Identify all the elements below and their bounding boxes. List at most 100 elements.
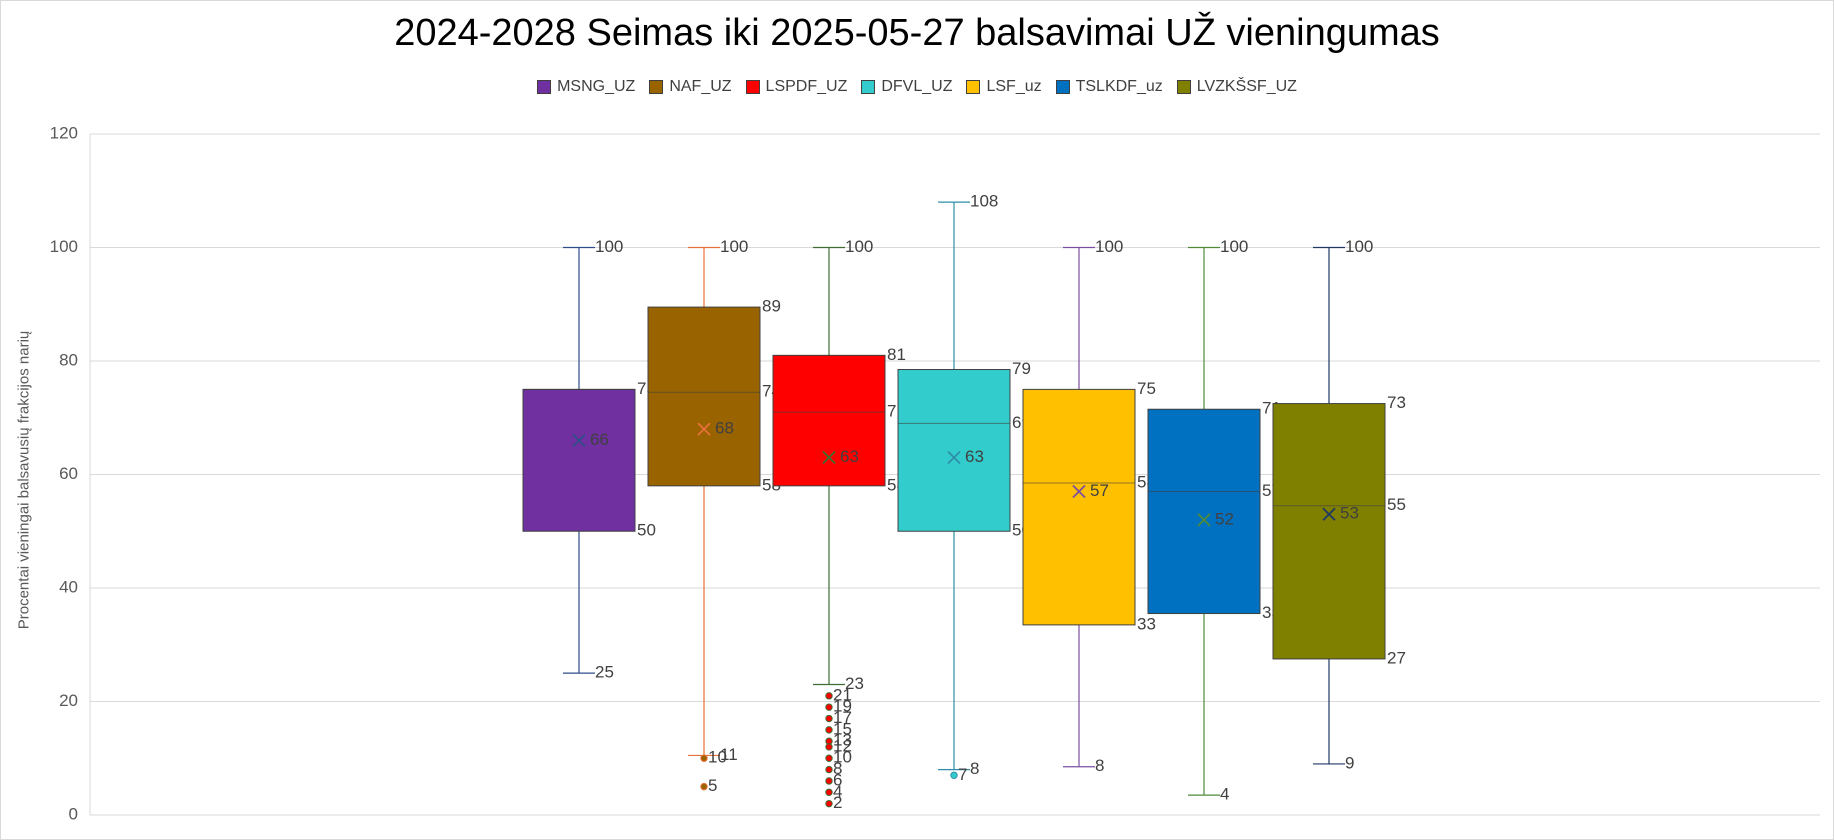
outlier-point (825, 799, 833, 808)
legend-item: MSNG_UZ (537, 78, 635, 96)
legend-swatch (537, 80, 552, 94)
y-tick-label: 0 (69, 804, 78, 823)
y-tick-label: 20 (59, 691, 78, 710)
outlier-label: 12 (833, 736, 852, 755)
outlier-label: 4 (833, 782, 842, 801)
mean-marker (822, 450, 836, 465)
outlier-point (825, 692, 833, 700)
mean-marker (947, 450, 961, 465)
legend-item: DFVL_UZ (861, 78, 952, 96)
min-label: 9 (1345, 753, 1354, 772)
legend-label: LSPDF_UZ (765, 78, 848, 95)
box-LSPDF_UZ (772, 354, 886, 487)
legend: MSNG_UZ NAF_UZ LSPDF_UZ DFVL_UZ LSF_uz TSLKDF… (0, 78, 1834, 96)
legend-label: NAF_UZ (669, 78, 732, 95)
legend-swatch (966, 80, 981, 94)
min-label: 25 (595, 663, 614, 682)
y-tick-label: 80 (59, 350, 78, 369)
q3-label: 81 (887, 345, 906, 364)
mean-label: 66 (590, 430, 609, 449)
legend-swatch (649, 80, 664, 94)
min-label: 23 (845, 674, 864, 693)
mean-label: 57 (1090, 481, 1109, 500)
legend-item: LSF_uz (966, 78, 1042, 96)
mean-label: 68 (715, 419, 734, 438)
outlier-label: 7 (958, 765, 967, 784)
outlier-label: 10 (833, 748, 852, 767)
outlier-point (825, 754, 833, 762)
mean-marker (1197, 513, 1211, 527)
legend-item: TSLKDF_uz (1055, 78, 1163, 96)
max-label: 100 (1220, 237, 1248, 256)
outlier-point (950, 771, 958, 779)
legend-item: LSPDF_UZ (745, 78, 848, 96)
outlier-label: 17 (833, 708, 852, 727)
outlier-label: 21 (833, 685, 852, 704)
box-NAF_UZ (647, 306, 761, 487)
outlier-point (700, 754, 708, 762)
legend-label: LSF_uz (986, 78, 1042, 95)
outlier-point (825, 726, 833, 734)
y-tick-label: 100 (50, 237, 78, 256)
chart-title: 2024-2028 Seimas iki 2025-05-27 balsavim… (394, 12, 1440, 54)
max-label: 100 (845, 237, 873, 256)
mean-label: 52 (1215, 509, 1234, 528)
outlier-point (825, 777, 833, 785)
legend-item: LVZKŠSF_UZ (1176, 78, 1297, 96)
outlier-point (825, 743, 833, 751)
q1-label: 27 (1387, 648, 1406, 667)
legend-swatch (745, 80, 760, 94)
min-label: 4 (1220, 785, 1229, 804)
box-LVZKŠSF_UZ (1272, 403, 1386, 660)
max-label: 100 (1345, 237, 1373, 256)
max-label: 100 (595, 237, 623, 256)
outlier-point (825, 765, 833, 774)
outlier-label: 15 (833, 719, 852, 738)
legend-label: LVZKŠSF_UZ (1196, 78, 1297, 95)
outlier-point (825, 788, 833, 796)
legend-swatch (1176, 80, 1191, 94)
legend-label: TSLKDF_uz (1075, 78, 1163, 95)
outlier-point (825, 703, 833, 711)
legend-label: DFVL_UZ (881, 78, 953, 95)
mean-label: 53 (1340, 504, 1359, 523)
box-LSF_uz (1022, 388, 1136, 626)
outlier-point (700, 782, 708, 791)
q1-label: 50 (637, 521, 656, 540)
q3-label: 79 (1012, 359, 1031, 378)
box-TSLKDF_uz (1147, 408, 1261, 615)
min-label: 11 (720, 745, 738, 764)
outlier-label: 10 (708, 748, 727, 767)
q1-label: 33 (1137, 614, 1156, 633)
legend-swatch (1055, 80, 1070, 94)
q3-label: 89 (762, 297, 781, 316)
legend-swatch (861, 80, 876, 94)
outlier-label: 6 (833, 770, 842, 789)
box-MSNG_UZ (522, 388, 636, 532)
mean-label: 63 (965, 447, 984, 466)
min-label: 8 (1095, 756, 1104, 775)
outlier-label: 5 (708, 776, 717, 795)
outlier-label: 2 (833, 793, 842, 812)
min-label: 8 (970, 759, 979, 778)
mean-marker (1072, 484, 1086, 499)
outlier-label: 8 (833, 759, 842, 778)
y-tick-label: 40 (59, 577, 78, 596)
max-label: 100 (720, 237, 748, 256)
outlier-label: 13 (833, 731, 852, 750)
mean-label: 63 (840, 447, 859, 466)
q3-label: 75 (1137, 379, 1156, 398)
y-tick-label: 60 (59, 464, 78, 483)
max-label: 100 (1095, 237, 1123, 256)
legend-label: MSNG_UZ (557, 78, 636, 95)
box-DFVL_UZ (897, 369, 1011, 532)
legend-item: NAF_UZ (649, 78, 732, 96)
mean-marker (572, 433, 586, 448)
mean-marker (1322, 507, 1336, 521)
outlier-label: 19 (833, 697, 852, 716)
max-label: 108 (970, 192, 998, 211)
outlier-point (825, 714, 833, 723)
q3-label: 73 (1387, 393, 1406, 412)
mean-marker (697, 422, 711, 436)
